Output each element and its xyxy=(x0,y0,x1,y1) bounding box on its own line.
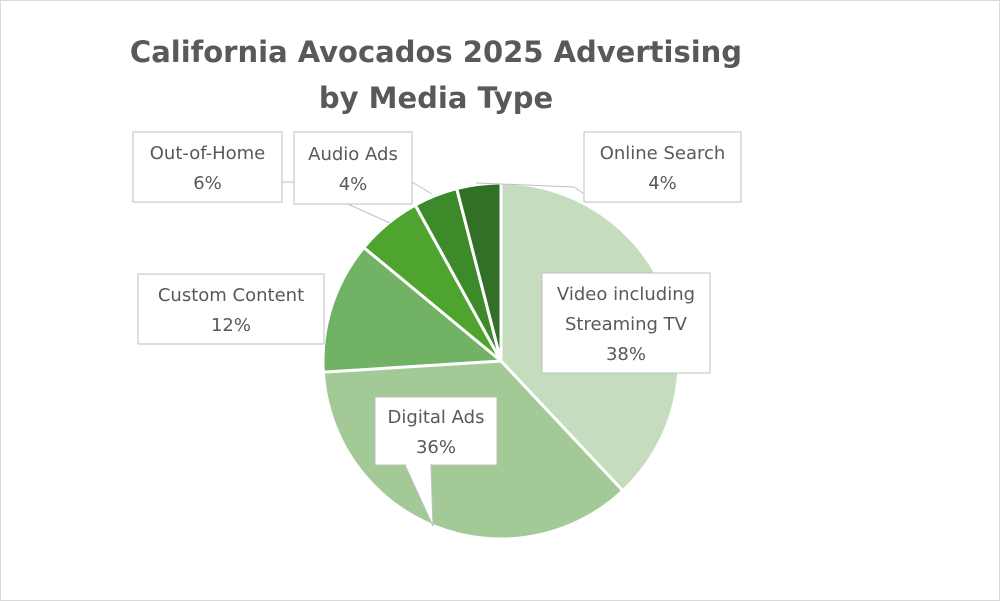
callout-pointer xyxy=(404,464,434,527)
data-label-audio-ads: Audio Ads 4% xyxy=(293,131,433,205)
data-label-percent: 4% xyxy=(648,173,677,194)
leader-line xyxy=(475,182,585,195)
data-label-percent: 12% xyxy=(211,315,251,336)
data-label-category: Out-of-Home xyxy=(150,143,265,164)
data-label-percent: 4% xyxy=(339,174,368,195)
callout-box xyxy=(583,131,742,203)
pie-slice-custom-content xyxy=(321,246,503,374)
data-label-percent: 38% xyxy=(606,344,646,365)
data-label-category: Custom Content xyxy=(158,285,304,306)
leader-line xyxy=(411,181,433,195)
data-label-percent: 36% xyxy=(416,437,456,458)
chart-title-line-2: by Media Type xyxy=(318,81,554,115)
callout-box xyxy=(132,131,283,203)
chart-title-line-1: California Avocados 2025 Advertising xyxy=(129,35,743,69)
data-label-video-including-streaming-tv: Video including Streaming TV 38% xyxy=(541,272,711,374)
data-label-digital-ads: Digital Ads 36% xyxy=(374,396,498,527)
data-label-percent: 6% xyxy=(193,173,222,194)
data-label-online-search: Online Search 4% xyxy=(475,131,742,203)
data-label-category: Digital Ads xyxy=(388,407,485,428)
data-label-category: Online Search xyxy=(600,143,726,164)
data-label-category: Audio Ads xyxy=(308,144,398,165)
pie-slice-online-search xyxy=(455,181,503,363)
callout-box xyxy=(137,273,325,345)
data-label-out-of-home: Out-of-Home 6% xyxy=(132,131,391,224)
data-label-category: Video including xyxy=(557,284,695,305)
chart-title: California Avocados 2025 Advertising by … xyxy=(96,29,776,121)
callout-box xyxy=(374,396,498,466)
data-label-category: Streaming TV xyxy=(565,314,688,335)
callout-box xyxy=(541,272,711,374)
callout-box xyxy=(293,131,413,205)
data-label-custom-content: Custom Content 12% xyxy=(137,273,325,345)
